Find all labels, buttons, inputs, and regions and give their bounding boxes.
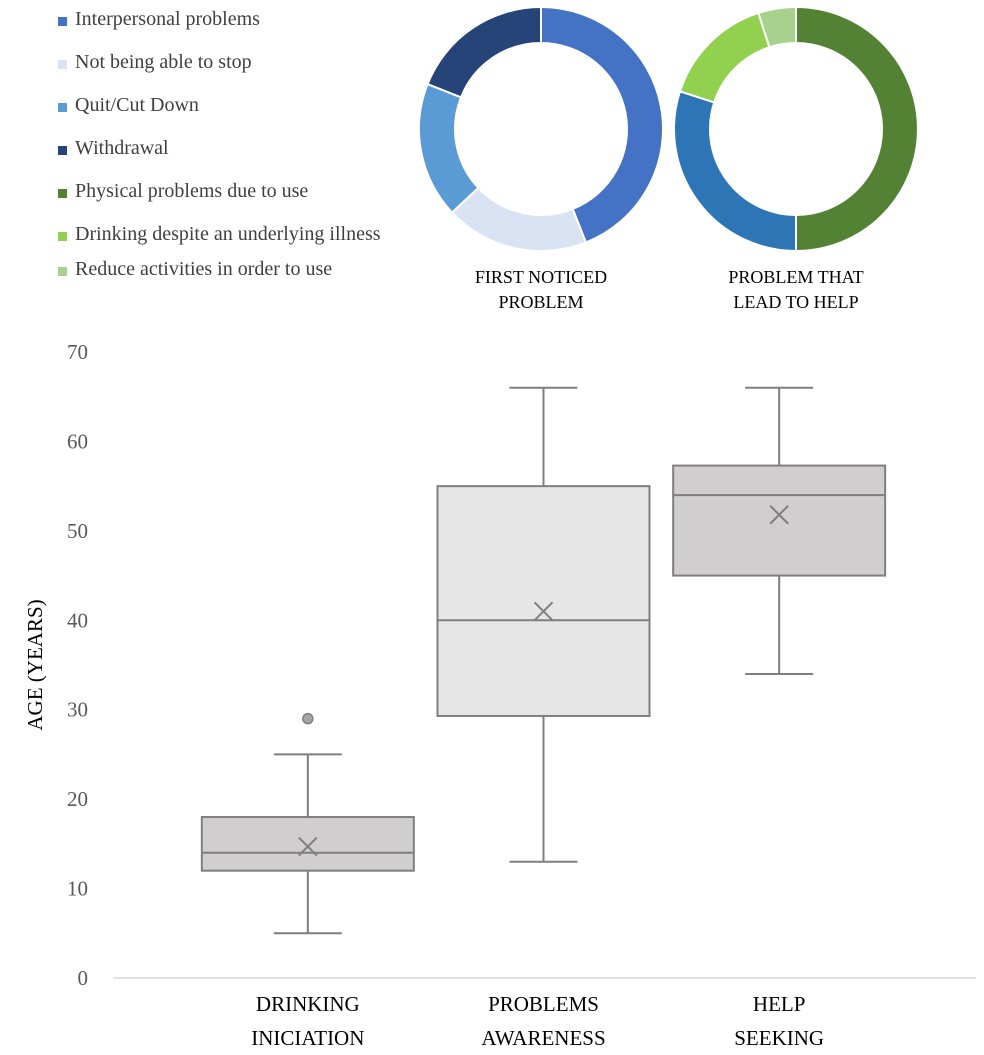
donut-title: PROBLEM THAT [728, 267, 863, 287]
legend-item: Physical problems due to use [58, 180, 408, 203]
donut-title: PROBLEM [498, 292, 583, 312]
donut-title: LEAD TO HELP [733, 292, 858, 312]
legend-swatch [58, 60, 67, 69]
y-tick-label: 20 [67, 787, 88, 811]
legend-label: Physical problems due to use [75, 180, 309, 202]
donut-slice [673, 90, 797, 253]
y-tick-label: 70 [67, 340, 88, 364]
legend-label: Withdrawal [75, 137, 169, 159]
legend-swatch [58, 17, 67, 26]
donut-slice [540, 5, 664, 244]
legend-swatch [58, 267, 67, 276]
legend-item: Reduce activities in order to use [58, 258, 408, 281]
y-tick-label: 10 [67, 877, 88, 901]
x-tick-label: INICIATION [251, 1026, 364, 1050]
y-tick-label: 0 [78, 966, 89, 990]
legend-label: Quit/Cut Down [75, 94, 199, 116]
donut-slice [795, 5, 919, 253]
x-tick-label: DRINKING [256, 992, 360, 1016]
legend-label: Reduce activities in order to use [75, 258, 333, 280]
legend-label: Interpersonal problems [75, 8, 260, 30]
legend-label: Not being able to stop [75, 51, 252, 73]
legend-item: Drinking despite an underlying illness [58, 223, 408, 246]
legend-swatch [58, 146, 67, 155]
y-tick-label: 60 [67, 429, 88, 453]
donut-slice [450, 186, 588, 252]
legend-swatch [58, 189, 67, 198]
donut-slice [418, 82, 480, 214]
x-tick-label: SEEKING [734, 1026, 824, 1050]
legend-swatch [58, 103, 67, 112]
legend: Interpersonal problems Not being able to… [58, 8, 408, 301]
legend-item: Interpersonal problems [58, 8, 408, 31]
x-tick-label: PROBLEMS [488, 992, 599, 1016]
y-tick-label: 40 [67, 608, 88, 632]
y-tick-label: 50 [67, 519, 88, 543]
donut-slice [757, 5, 797, 49]
x-tick-label: AWARENESS [481, 1026, 605, 1050]
x-tick-label: HELP [753, 992, 806, 1016]
box [436, 485, 651, 717]
box [200, 816, 415, 872]
outlier-point [302, 712, 314, 725]
mean-marker [769, 505, 789, 525]
y-axis-title: AGE (YEARS) [23, 599, 47, 730]
legend-label: Drinking despite an underlying illness [75, 223, 381, 245]
donut-slice [678, 11, 771, 104]
legend-item: Not being able to stop [58, 51, 408, 74]
legend-item: Withdrawal [58, 137, 408, 160]
donut-slice [426, 5, 542, 99]
mean-marker [533, 601, 554, 622]
box [672, 464, 887, 577]
legend-swatch [58, 232, 67, 241]
y-tick-label: 30 [67, 698, 88, 722]
mean-marker [298, 836, 318, 857]
donut-title: FIRST NOTICED [475, 267, 607, 287]
legend-item: Quit/Cut Down [58, 94, 408, 117]
